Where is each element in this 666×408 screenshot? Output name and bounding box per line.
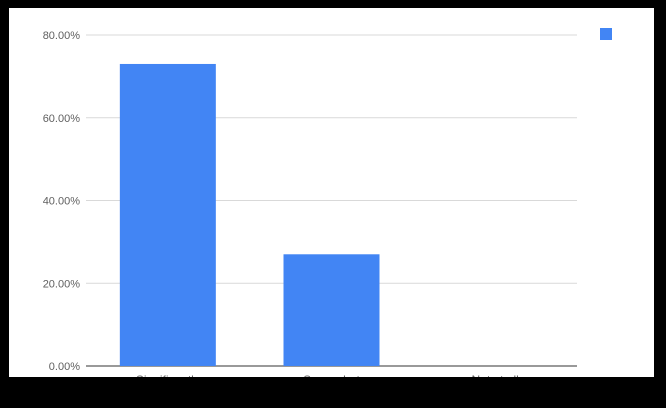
bar-chart: 0.00% 20.00% 40.00% 60.00% 80.00% Significant… [43,28,612,377]
bar [119,63,216,367]
x-tick-label: Significantly [136,373,200,377]
bar [283,254,380,366]
y-tick-label: 20.00% [43,278,81,290]
y-tick-label: 0.00% [49,361,80,373]
x-tick-label: Not at all [471,373,518,377]
legend-swatch [600,28,612,40]
y-tick-label: 60.00% [43,113,81,125]
y-tick-label: 40.00% [43,196,81,208]
x-tick-label: Somewhat [303,373,360,377]
chart-frame: 0.00% 20.00% 40.00% 60.00% 80.00% Significant… [9,8,654,377]
y-tick-label: 80.00% [43,30,81,42]
